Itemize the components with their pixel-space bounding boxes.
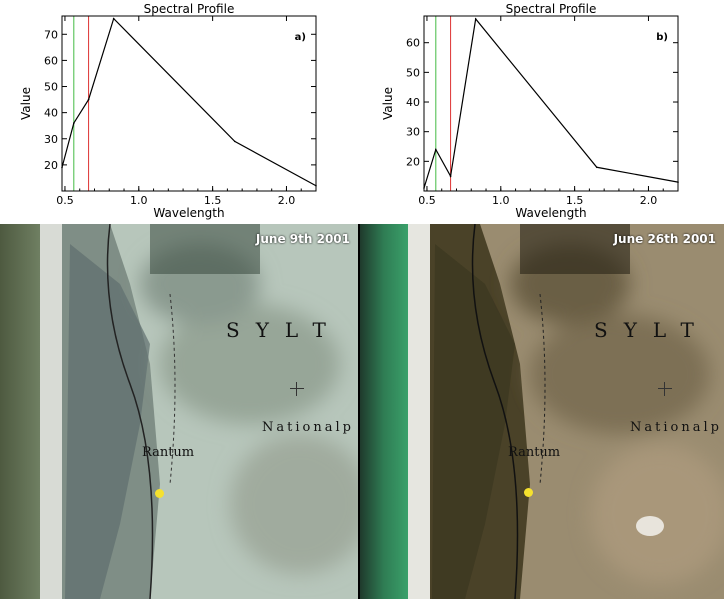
y-tick-label: 60 bbox=[406, 37, 420, 50]
map-a-imagery bbox=[0, 224, 358, 599]
satellite-images: June 9th 2001 SYLT Nationalp Rantum bbox=[0, 224, 724, 599]
spectral-profile-chart-a: Spectral Profile a) 0.5 1.0 1.5 2.0 20 30 40 50 60… bbox=[0, 0, 362, 224]
map-date-label: June 26th 2001 bbox=[613, 232, 716, 246]
chart-title: Spectral Profile bbox=[506, 2, 597, 16]
map-label-rantum: Rantum bbox=[508, 445, 561, 460]
data-point bbox=[73, 122, 75, 124]
x-axis-label: Wavelength bbox=[515, 206, 586, 220]
map-label-sylt: SYLT bbox=[594, 318, 710, 342]
data-point bbox=[315, 184, 317, 187]
data-point bbox=[233, 140, 236, 143]
plot-frame bbox=[61, 15, 317, 192]
chart-title: Spectral Profile bbox=[144, 2, 235, 16]
data-point bbox=[449, 175, 452, 177]
map-label-nationalpark: Nationalp bbox=[262, 420, 354, 435]
y-tick-label: 20 bbox=[406, 155, 420, 168]
data-point bbox=[474, 18, 477, 20]
spectral-profile-charts: Spectral Profile a) 0.5 1.0 1.5 2.0 20 30 40 50 60… bbox=[0, 0, 724, 224]
map-b-imagery bbox=[360, 224, 724, 599]
data-point bbox=[87, 98, 90, 101]
y-tick-label: 30 bbox=[406, 126, 420, 139]
x-tick-label: 1.5 bbox=[566, 194, 584, 207]
data-point bbox=[435, 148, 437, 151]
map-label-sylt: SYLT bbox=[226, 318, 342, 342]
y-axis-label: Value bbox=[381, 87, 395, 120]
x-tick-label: 2.0 bbox=[640, 194, 658, 207]
data-point bbox=[61, 166, 63, 169]
y-tick-label: 40 bbox=[406, 96, 420, 109]
map-crosshair bbox=[290, 382, 304, 396]
map-crosshair bbox=[658, 382, 672, 396]
y-tick-label: 40 bbox=[44, 107, 58, 120]
sample-location-marker bbox=[524, 488, 533, 497]
y-tick-label: 50 bbox=[406, 66, 420, 79]
y-tick-label: 70 bbox=[44, 28, 58, 41]
map-label-rantum: Rantum bbox=[142, 445, 195, 460]
spectral-profile-line bbox=[61, 17, 317, 187]
y-axis-label: Value bbox=[19, 87, 33, 120]
x-tick-label: 0.5 bbox=[418, 194, 436, 207]
satellite-map-june-26: June 26th 2001 SYLT Nationalp Rantum bbox=[360, 224, 724, 599]
y-tick-label: 30 bbox=[44, 133, 58, 146]
sample-location-marker bbox=[155, 489, 164, 498]
plot-frame bbox=[423, 15, 679, 192]
x-tick-label: 1.0 bbox=[492, 194, 510, 207]
x-tick-label: 0.5 bbox=[56, 194, 74, 207]
chart-panel-label: b) bbox=[656, 32, 668, 43]
data-point bbox=[423, 187, 425, 189]
data-point bbox=[112, 17, 115, 20]
x-tick-label: 2.0 bbox=[278, 194, 296, 207]
y-tick-label: 20 bbox=[44, 159, 58, 172]
y-tick-label: 60 bbox=[44, 54, 58, 67]
chart-a-svg: Spectral Profile a) 0.5 1.0 1.5 2.0 20 30 40 50 60… bbox=[19, 2, 317, 220]
satellite-map-june-9: June 9th 2001 SYLT Nationalp Rantum bbox=[0, 224, 358, 599]
chart-panel-label: a) bbox=[295, 32, 306, 43]
x-tick-label: 1.5 bbox=[204, 194, 222, 207]
x-tick-label: 1.0 bbox=[130, 194, 148, 207]
chart-b-svg: Spectral Profile b) 0.5 1.0 1.5 2.0 20 30 40 50 60… bbox=[381, 2, 679, 220]
data-point bbox=[677, 181, 679, 183]
x-axis-label: Wavelength bbox=[153, 206, 224, 220]
y-tick-label: 50 bbox=[44, 81, 58, 94]
data-point bbox=[595, 166, 598, 169]
map-date-label: June 9th 2001 bbox=[255, 232, 350, 246]
map-label-nationalpark: Nationalp bbox=[630, 420, 722, 435]
spectral-profile-line bbox=[423, 17, 679, 189]
spectral-profile-chart-b: Spectral Profile b) 0.5 1.0 1.5 2.0 20 30 40 50 60… bbox=[362, 0, 724, 224]
